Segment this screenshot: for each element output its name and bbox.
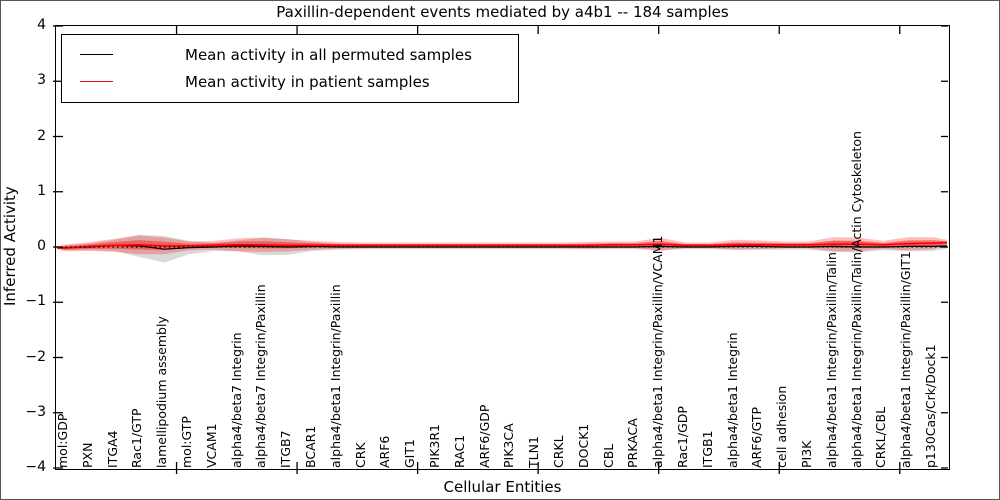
y-tick-label: 2 [37, 127, 46, 144]
x-tick-label: PRKACA [625, 418, 641, 468]
x-tick-label: cell adhesion [774, 385, 790, 468]
legend: Mean activity in all permuted samples Me… [61, 34, 519, 103]
x-tick-label: TLN1 [526, 436, 542, 468]
plot-area: Mean activity in all permuted samples Me… [53, 25, 950, 474]
x-tick-label: Rac1/GTP [129, 408, 145, 468]
y-tick-label: −2 [25, 348, 46, 365]
x-tick-label: alpha4/beta1 Integrin/Paxillin/VCAM1 [650, 235, 666, 468]
x-tick-label: BCAR1 [303, 425, 318, 468]
x-tick-label: ARF6 [377, 435, 393, 468]
x-tick-label: DOCK1 [575, 423, 591, 468]
x-tick-label: GIT1 [402, 439, 418, 468]
x-tick-label: CRK [352, 442, 368, 468]
x-tick-label: alpha4/beta1 Integrin/Paxillin/GIT1 [898, 251, 914, 468]
x-tick-label: ARF6/GDP [476, 404, 492, 468]
y-tick-label: 4 [37, 17, 46, 33]
y-tick-label: 3 [37, 72, 46, 89]
x-tick-label: PIK3CA [501, 423, 517, 468]
x-tick-label: p130Cas/Crk/Dock1 [923, 344, 938, 468]
x-tick-label: RAC1 [451, 434, 467, 468]
y-tick-label: −1 [25, 293, 46, 310]
x-tick-label: CRKL/CBL [873, 406, 889, 468]
x-tick-label: alpha4/beta7 Integrin [228, 332, 244, 468]
legend-label-patient: Mean activity in patient samples [185, 72, 430, 91]
x-tick-label: alpha4/beta1 Integrin/Paxillin/Talin/Act… [848, 131, 864, 468]
x-tick-label: VCAM1 [203, 423, 219, 468]
x-tick-label: alpha4/beta1 Integrin [724, 332, 740, 468]
legend-label-permuted: Mean activity in all permuted samples [185, 45, 472, 64]
x-tick-label: Rac1/GDP [675, 406, 690, 468]
legend-item-patient: Mean activity in patient samples [62, 68, 518, 95]
x-tick-label: PI3K [799, 440, 814, 468]
y-tick-label: 0 [37, 238, 46, 254]
x-tick-label: mol:GTP [179, 416, 194, 468]
chart-canvas [53, 25, 948, 474]
x-tick-label: mol:GDP [55, 413, 70, 468]
x-tick-label: CRKL [551, 435, 566, 468]
x-tick-label: alpha4/beta7 Integrin/Paxillin [253, 284, 269, 468]
x-tick-label: CBL [600, 443, 616, 468]
x-tick-label: ITGB7 [278, 430, 294, 468]
x-tick-label: alpha4/beta1 Integrin/Paxillin [327, 284, 343, 468]
patient-line-swatch [80, 81, 113, 82]
permuted-line-swatch [80, 54, 113, 55]
x-tick-label: PIK3R1 [427, 423, 442, 468]
x-tick-label: ITGA4 [104, 430, 120, 468]
x-tick-label: ITGB1 [699, 430, 715, 468]
x-tick-label: lamellipodium assembly [154, 316, 170, 468]
y-tick-label: −3 [25, 403, 46, 420]
x-tick-label: alpha4/beta1 Integrin/Paxillin/Talin [823, 252, 839, 468]
y-tick-label: −4 [25, 459, 46, 475]
legend-item-permuted: Mean activity in all permuted samples [62, 41, 518, 68]
chart-title: Paxillin-dependent events mediated by a4… [276, 3, 729, 21]
x-tick-label: ARF6/GTP [749, 406, 765, 468]
x-axis-title: Cellular Entities [443, 478, 562, 496]
x-tick-label: PXN [79, 442, 95, 468]
y-tick-label: 1 [37, 182, 46, 199]
